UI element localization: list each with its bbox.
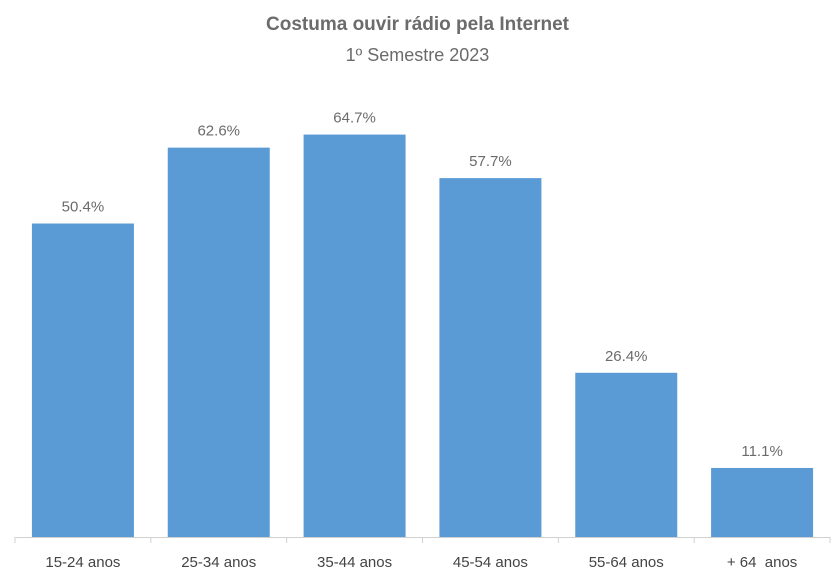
bar [575,372,678,537]
data-label: 26.4% [605,348,648,365]
data-label: 57.7% [469,153,512,170]
bar [711,467,814,537]
x-tick-label: 55-64 anos [589,554,664,571]
x-tick-label: 35-44 anos [317,554,392,571]
x-tick-label: + 64 anos [727,554,797,571]
chart-title: Costuma ouvir rádio pela Internet [266,14,569,35]
bar [303,134,406,538]
data-label: 50.4% [62,199,105,216]
chart-subtitle: 1º Semestre 2023 [345,45,490,65]
data-label: 11.1% [741,443,782,460]
bar [439,178,542,537]
bar [31,223,134,537]
data-label: 64.7% [333,110,376,127]
x-tick-label: 45-54 anos [453,554,528,571]
x-tick-label: 25-34 anos [181,554,256,571]
bar [167,147,270,538]
x-tick-label: 15-24 anos [45,554,120,571]
data-label: 62.6% [197,123,240,140]
